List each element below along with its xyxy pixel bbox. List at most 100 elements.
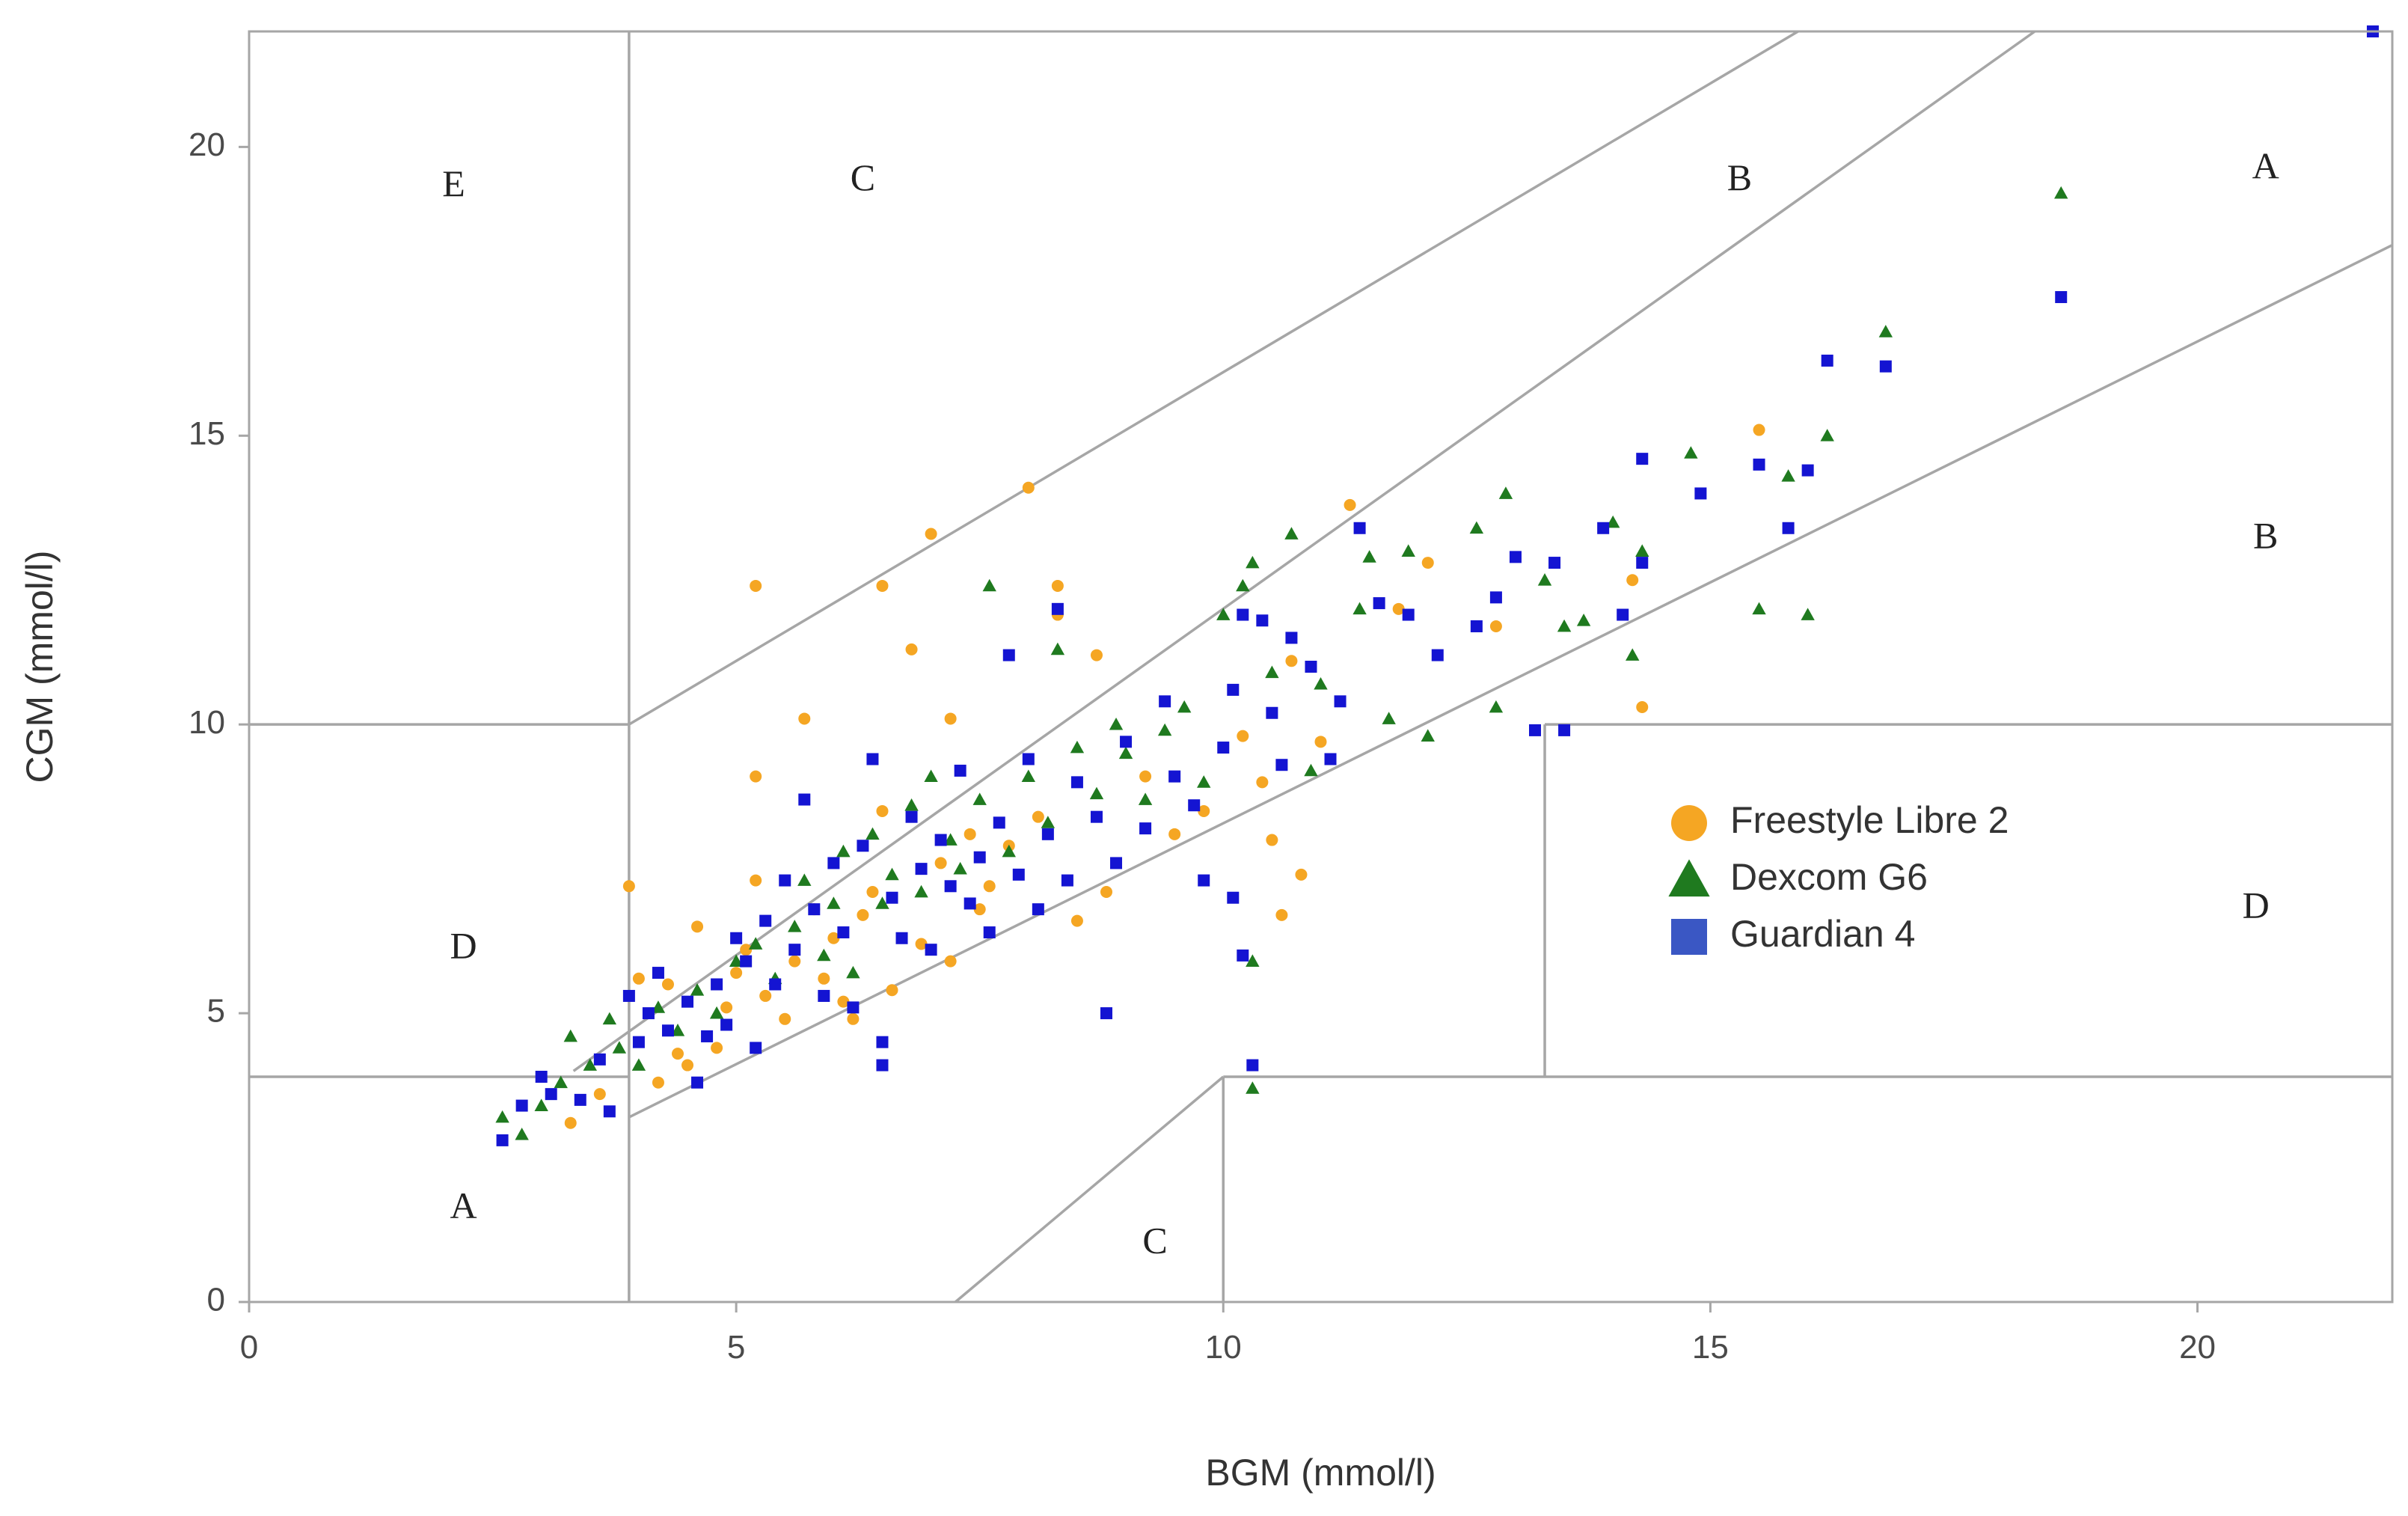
data-point-freestyle-libre-2: [1256, 776, 1269, 789]
data-point-guardian-4: [866, 753, 879, 765]
zone-label-d: D: [2243, 884, 2270, 926]
data-point-dexcom-g6: [1197, 775, 1211, 788]
data-point-guardian-4: [954, 764, 966, 777]
data-point-dexcom-g6: [1557, 619, 1572, 632]
data-point-dexcom-g6: [612, 1041, 627, 1054]
data-point-dexcom-g6: [1626, 648, 1640, 661]
data-point-guardian-4: [535, 1070, 548, 1083]
data-point-guardian-4: [1636, 453, 1649, 465]
data-point-dexcom-g6: [943, 833, 958, 846]
data-point-guardian-4: [1237, 949, 1249, 962]
data-point-freestyle-libre-2: [759, 989, 772, 1002]
data-point-guardian-4: [1120, 736, 1133, 748]
data-point-freestyle-libre-2: [944, 712, 957, 725]
data-point-dexcom-g6: [1635, 544, 1649, 557]
data-point-dexcom-g6: [602, 1012, 617, 1025]
data-point-guardian-4: [632, 1036, 645, 1048]
data-point-guardian-4: [496, 1134, 509, 1146]
data-point-guardian-4: [857, 840, 869, 852]
data-point-dexcom-g6: [515, 1127, 529, 1140]
data-point-guardian-4: [1159, 695, 1171, 708]
data-point-guardian-4: [1275, 759, 1288, 771]
x-axis-title: BGM (mmol/l): [1205, 1452, 1436, 1494]
data-point-dexcom-g6: [1878, 325, 1893, 337]
y-tick-label: 20: [189, 126, 225, 163]
data-point-guardian-4: [876, 1036, 889, 1048]
data-point-freestyle-libre-2: [622, 880, 635, 893]
data-point-guardian-4: [1022, 753, 1035, 765]
data-point-dexcom-g6: [1002, 844, 1016, 858]
zone-boundary-ab-upper: [572, 30, 2036, 1072]
data-point-guardian-4: [574, 1093, 586, 1106]
data-point-dexcom-g6: [1089, 786, 1104, 800]
error-grid-zone-lines: [249, 30, 2393, 1303]
data-point-freestyle-libre-2: [983, 880, 996, 893]
data-point-freestyle-libre-2: [1753, 424, 1765, 436]
data-point-guardian-4: [915, 863, 928, 875]
data-point-guardian-4: [1188, 799, 1201, 812]
data-point-guardian-4: [1139, 822, 1152, 835]
data-point-guardian-4: [1032, 903, 1044, 916]
data-point-freestyle-libre-2: [691, 920, 704, 933]
data-point-freestyle-libre-2: [1100, 886, 1112, 899]
data-point-guardian-4: [934, 834, 947, 846]
zone-label-e: E: [442, 162, 465, 204]
data-point-guardian-4: [730, 932, 743, 944]
data-point-guardian-4: [769, 978, 782, 991]
data-point-guardian-4: [1470, 620, 1483, 632]
data-point-guardian-4: [1227, 683, 1240, 696]
data-point-dexcom-g6: [1041, 816, 1056, 828]
data-point-guardian-4: [1051, 602, 1064, 615]
plot-frame: [248, 30, 2394, 1303]
data-point-guardian-4: [545, 1088, 557, 1101]
data-point-guardian-4: [1548, 557, 1561, 569]
data-point-dexcom-g6: [924, 769, 938, 783]
data-point-guardian-4: [652, 967, 664, 979]
data-point-dexcom-g6: [982, 578, 996, 592]
series-dexcom-g6: [495, 186, 2068, 1140]
data-point-dexcom-g6: [1138, 792, 1153, 805]
data-point-freestyle-libre-2: [1295, 868, 1308, 881]
y-axis-ticks: 0 5 10 15 20: [189, 126, 249, 1318]
data-point-dexcom-g6: [583, 1058, 597, 1071]
y-tick-label: 0: [207, 1282, 225, 1318]
data-point-dexcom-g6: [1216, 608, 1231, 620]
data-point-dexcom-g6: [748, 937, 763, 950]
zone-label-b: B: [1727, 156, 1752, 198]
data-point-guardian-4: [1558, 724, 1571, 736]
data-point-dexcom-g6: [866, 827, 880, 840]
data-point-freestyle-libre-2: [934, 857, 947, 869]
data-point-dexcom-g6: [670, 1024, 685, 1036]
x-tick-label: 15: [1692, 1329, 1729, 1366]
data-point-guardian-4: [788, 944, 801, 956]
data-point-dexcom-g6: [846, 965, 860, 979]
data-point-freestyle-libre-2: [847, 1012, 860, 1025]
data-point-guardian-4: [711, 978, 723, 991]
data-point-dexcom-g6: [1489, 700, 1504, 713]
data-point-freestyle-libre-2: [711, 1042, 723, 1054]
data-point-freestyle-libre-2: [1275, 908, 1288, 921]
legend-label-dexcom-g6: Dexcom G6: [1730, 856, 1928, 898]
data-point-freestyle-libre-2: [1421, 557, 1434, 569]
data-point-freestyle-libre-2: [837, 995, 850, 1008]
zone-label-c: C: [851, 156, 875, 198]
data-point-dexcom-g6: [1109, 717, 1124, 730]
data-point-freestyle-libre-2: [593, 1088, 606, 1101]
y-axis-title: CGM (mmol/l): [19, 550, 61, 783]
zone-boundary-ab-lower: [628, 244, 2393, 1119]
data-point-guardian-4: [622, 989, 635, 1002]
data-point-dexcom-g6: [563, 1029, 578, 1042]
data-point-guardian-4: [1305, 661, 1317, 673]
x-tick-label: 10: [1205, 1329, 1242, 1366]
data-point-dexcom-g6: [1070, 740, 1085, 754]
data-point-guardian-4: [944, 880, 957, 893]
data-point-guardian-4: [642, 1007, 655, 1020]
data-point-dexcom-g6: [1177, 700, 1192, 713]
data-point-guardian-4: [1002, 649, 1015, 661]
legend-marker-dexcom-g6: [1668, 859, 1710, 897]
data-point-dexcom-g6: [885, 867, 899, 881]
data-point-guardian-4: [1782, 522, 1795, 534]
data-point-guardian-4: [983, 926, 996, 939]
data-point-freestyle-libre-2: [1636, 701, 1649, 714]
data-point-guardian-4: [1070, 776, 1083, 789]
